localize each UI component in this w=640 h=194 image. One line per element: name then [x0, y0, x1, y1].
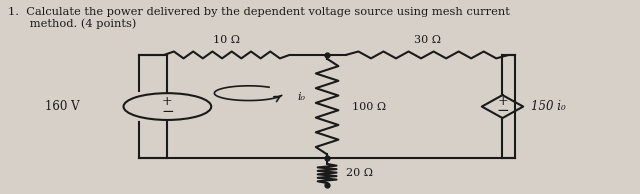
Text: −: − — [496, 104, 509, 118]
Text: 1.  Calculate the power delivered by the dependent voltage source using mesh cur: 1. Calculate the power delivered by the … — [8, 7, 509, 29]
Text: −: − — [161, 105, 173, 119]
Text: 100 Ω: 100 Ω — [352, 102, 387, 112]
Text: +: + — [497, 95, 508, 108]
Text: i₀: i₀ — [297, 92, 305, 102]
Text: 20 Ω: 20 Ω — [346, 168, 373, 178]
Text: 150 i₀: 150 i₀ — [531, 100, 566, 113]
Text: 160 V: 160 V — [45, 100, 80, 113]
Text: +: + — [162, 95, 173, 108]
Text: 10 Ω: 10 Ω — [213, 35, 241, 45]
Text: 30 Ω: 30 Ω — [414, 35, 441, 45]
